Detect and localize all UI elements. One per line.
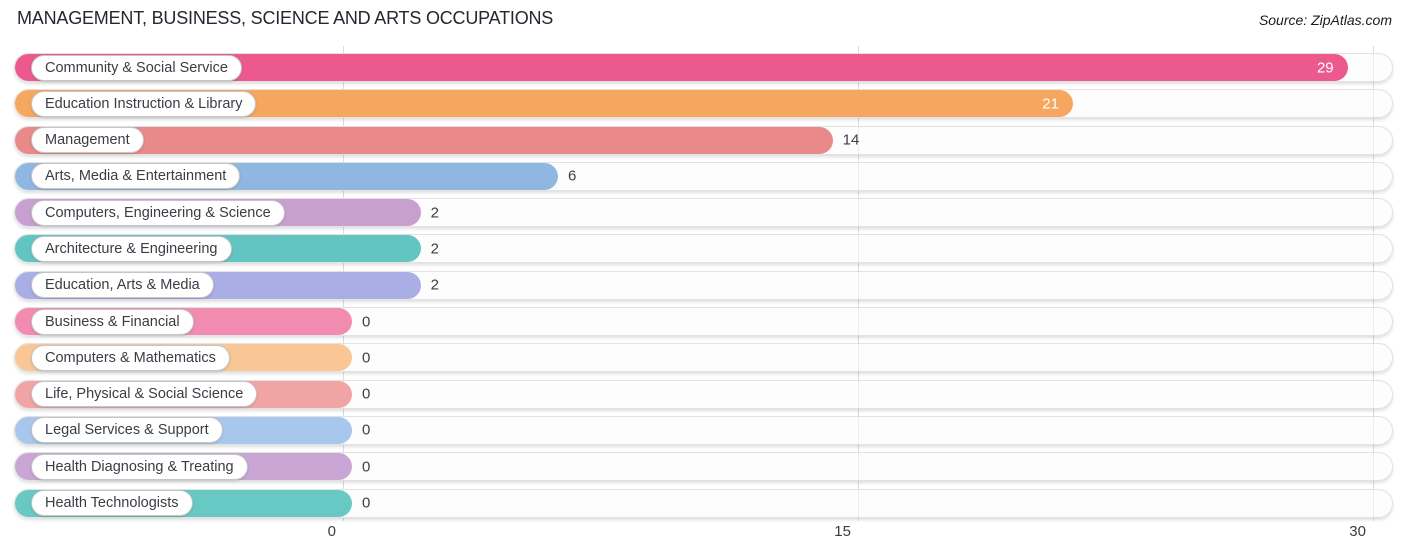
x-axis-tick-label: 0	[327, 523, 336, 540]
category-label-pill: Health Diagnosing & Treating	[31, 453, 248, 480]
category-label-pill: Business & Financial	[31, 308, 194, 335]
category-label-pill: Computers & Mathematics	[31, 344, 230, 371]
value-label: 0	[362, 313, 371, 331]
bar-track: Management 14	[14, 125, 1393, 155]
value-label: 0	[362, 385, 371, 403]
value-label: 21	[1042, 95, 1059, 113]
value-label: 0	[362, 494, 371, 512]
value-label: 2	[430, 204, 439, 222]
bar-track: Computers, Engineering & Science 2	[14, 198, 1393, 228]
category-label-pill: Education Instruction & Library	[31, 90, 257, 117]
category-label-pill: Management	[31, 127, 144, 154]
value-label: 2	[430, 240, 439, 258]
category-label-pill: Life, Physical & Social Science	[31, 381, 258, 408]
bar-track: Education Instruction & Library 21	[14, 89, 1393, 119]
bar-track: Health Diagnosing & Treating 0	[14, 452, 1393, 482]
value-label: 6	[567, 167, 577, 185]
x-axis-tick-label: 15	[834, 523, 851, 540]
bar	[15, 126, 833, 154]
value-label: 2	[430, 276, 439, 294]
value-label: 0	[362, 349, 371, 367]
bar-track: Health Technologists 0	[14, 488, 1393, 518]
plot-area: Community & Social Service 29 Education …	[14, 46, 1393, 558]
category-label-pill: Health Technologists	[31, 490, 193, 517]
bar-track: Legal Services & Support 0	[14, 415, 1393, 445]
bar-track: Computers & Mathematics 0	[14, 343, 1393, 373]
x-axis: 0 15 30	[14, 523, 1393, 547]
category-label-pill: Architecture & Engineering	[31, 235, 232, 262]
x-axis-tick-label: 30	[1349, 523, 1366, 540]
bar-track: Life, Physical & Social Science 0	[14, 379, 1393, 409]
category-label-pill: Arts, Media & Entertainment	[31, 163, 241, 190]
value-label: 0	[362, 458, 371, 476]
category-label-pill: Community & Social Service	[31, 54, 242, 81]
category-label-pill: Education, Arts & Media	[31, 272, 214, 299]
value-label: 29	[1316, 59, 1334, 76]
value-label: 0	[362, 421, 371, 439]
page-title: MANAGEMENT, BUSINESS, SCIENCE AND ARTS O…	[17, 8, 554, 28]
bar-track: Arts, Media & Entertainment 6	[14, 161, 1393, 191]
value-label: 14	[842, 131, 860, 149]
bar-track: Business & Financial 0	[14, 307, 1393, 337]
bar-rows: Community & Social Service 29 Education …	[14, 53, 1393, 518]
bar-track: Education, Arts & Media 2	[14, 270, 1393, 300]
category-label-pill: Computers, Engineering & Science	[31, 199, 285, 226]
bar-track: Community & Social Service 29	[14, 53, 1393, 82]
source-label: Source: ZipAtlas.com	[1258, 12, 1392, 28]
bar-track: Architecture & Engineering 2	[14, 234, 1393, 264]
category-label-pill: Legal Services & Support	[31, 417, 223, 444]
